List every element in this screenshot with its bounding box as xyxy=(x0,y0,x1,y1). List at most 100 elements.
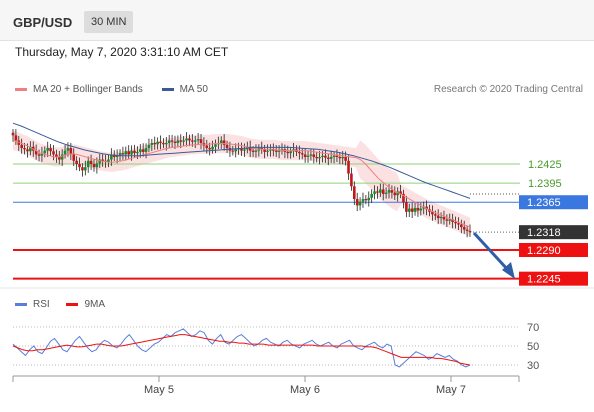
legend-ma20-label: MA 20 + Bollinger Bands xyxy=(33,84,143,95)
candle-body xyxy=(60,154,64,160)
candle-body xyxy=(379,189,382,193)
candle-body xyxy=(280,149,284,151)
candle-body xyxy=(150,142,154,145)
candle-body xyxy=(318,156,321,159)
candle-body xyxy=(34,150,38,155)
candle-body xyxy=(55,154,58,157)
candle-body xyxy=(78,164,81,168)
timeframe-button[interactable]: 30 MIN xyxy=(84,11,134,33)
candle-body xyxy=(133,150,136,154)
candle-body xyxy=(315,156,319,159)
rsi-legend: RSI 9MA xyxy=(15,299,119,310)
candle-body xyxy=(101,159,104,161)
candle-body xyxy=(298,151,301,154)
candle-body xyxy=(442,216,446,220)
candle-body xyxy=(419,208,423,211)
candle-body xyxy=(214,144,217,147)
candle-body xyxy=(381,189,385,194)
candle-body xyxy=(433,214,437,216)
rsi-ma-swatch xyxy=(66,302,79,306)
candle-body xyxy=(300,153,304,155)
candle-body xyxy=(147,144,151,149)
candle-body xyxy=(272,149,275,151)
candle-body xyxy=(468,230,472,233)
candle-body xyxy=(46,148,50,151)
candle-body xyxy=(367,197,371,201)
candle-body xyxy=(219,140,223,143)
level-label-1.2245: 1.2245 xyxy=(527,274,561,286)
rsi-ma-line xyxy=(12,334,471,366)
candle-body xyxy=(167,140,171,143)
candle-body xyxy=(263,149,266,152)
candle-body xyxy=(266,150,269,152)
price-legend: MA 20 + Bollinger Bands MA 50 xyxy=(15,84,224,95)
candle-body xyxy=(338,156,342,159)
candle-body xyxy=(124,151,128,155)
candle-body xyxy=(439,216,443,219)
forecast-arrow-shaft xyxy=(472,231,510,272)
candle-body xyxy=(306,155,310,157)
candle-body xyxy=(410,208,414,212)
candle-body xyxy=(326,157,330,159)
candle-body xyxy=(248,146,252,151)
candle-body xyxy=(260,148,264,150)
ma50-swatch xyxy=(161,87,174,91)
candle-body xyxy=(353,186,356,200)
legend-rsi: RSI xyxy=(15,299,50,310)
candle-body xyxy=(156,141,159,145)
candle-body xyxy=(193,140,197,142)
candle-body xyxy=(457,223,460,225)
candle-body xyxy=(416,207,420,211)
ma50-line xyxy=(12,122,471,199)
candle-body xyxy=(92,164,96,168)
rsi-line xyxy=(12,328,471,368)
candle-body xyxy=(358,201,362,206)
candle-body xyxy=(49,148,52,152)
candle-body xyxy=(286,151,290,154)
candle-body xyxy=(84,167,87,171)
candle-body xyxy=(303,154,307,157)
candle-body xyxy=(95,163,99,168)
forecast-arrow-head xyxy=(502,262,515,279)
candle-body xyxy=(445,219,449,221)
candle-body xyxy=(11,132,15,136)
credit-text: Research © 2020 Trading Central xyxy=(433,84,583,95)
candle-body xyxy=(240,148,243,151)
candle-body xyxy=(254,150,258,152)
candle-body xyxy=(309,154,313,156)
candle-body xyxy=(251,150,255,152)
candle-body xyxy=(29,146,32,152)
candle-body xyxy=(72,154,76,161)
chart-datetime: Thursday, May 7, 2020 3:31:10 AM CET xyxy=(15,45,229,59)
candle-body xyxy=(364,199,368,201)
candle-body xyxy=(355,199,359,206)
candle-body xyxy=(141,149,145,152)
candle-body xyxy=(413,207,417,212)
candle-body xyxy=(43,150,47,154)
candle-body xyxy=(344,156,347,161)
candle-body xyxy=(324,155,327,158)
candle-body xyxy=(191,140,194,142)
candle-body xyxy=(23,148,26,150)
candle-body xyxy=(107,159,110,163)
level-tag-1.2245 xyxy=(519,271,588,286)
candle-body xyxy=(341,156,345,159)
x-tick-label-May 7: May 7 xyxy=(436,384,466,396)
legend-ma20: MA 20 + Bollinger Bands xyxy=(15,84,143,95)
legend-rsi-label: RSI xyxy=(33,299,50,310)
candle-body xyxy=(52,151,55,155)
candle-body xyxy=(196,139,200,141)
candle-body xyxy=(208,148,211,150)
ma20-line xyxy=(12,139,471,228)
candle-body xyxy=(321,155,324,157)
candle-body xyxy=(173,141,177,143)
level-tag-1.2318 xyxy=(519,225,588,240)
x-tick-label-May 5: May 5 xyxy=(144,384,174,396)
candle-body xyxy=(347,160,350,174)
candle-body xyxy=(205,145,209,149)
candle-body xyxy=(121,153,125,155)
candle-body xyxy=(69,148,73,155)
candle-body xyxy=(370,193,373,198)
candle-body xyxy=(405,202,408,212)
candle-body xyxy=(81,167,84,171)
